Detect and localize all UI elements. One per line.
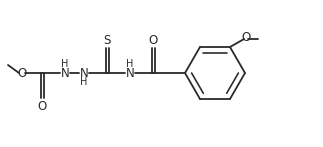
Text: H: H (61, 59, 69, 69)
Text: N: N (126, 66, 134, 80)
Text: N: N (61, 66, 69, 80)
Text: O: O (17, 66, 26, 80)
Text: O: O (241, 31, 251, 44)
Text: H: H (126, 59, 134, 69)
Text: N: N (80, 66, 89, 80)
Text: S: S (103, 34, 111, 46)
Text: O: O (37, 100, 47, 112)
Text: H: H (80, 77, 88, 87)
Text: O: O (148, 34, 158, 46)
